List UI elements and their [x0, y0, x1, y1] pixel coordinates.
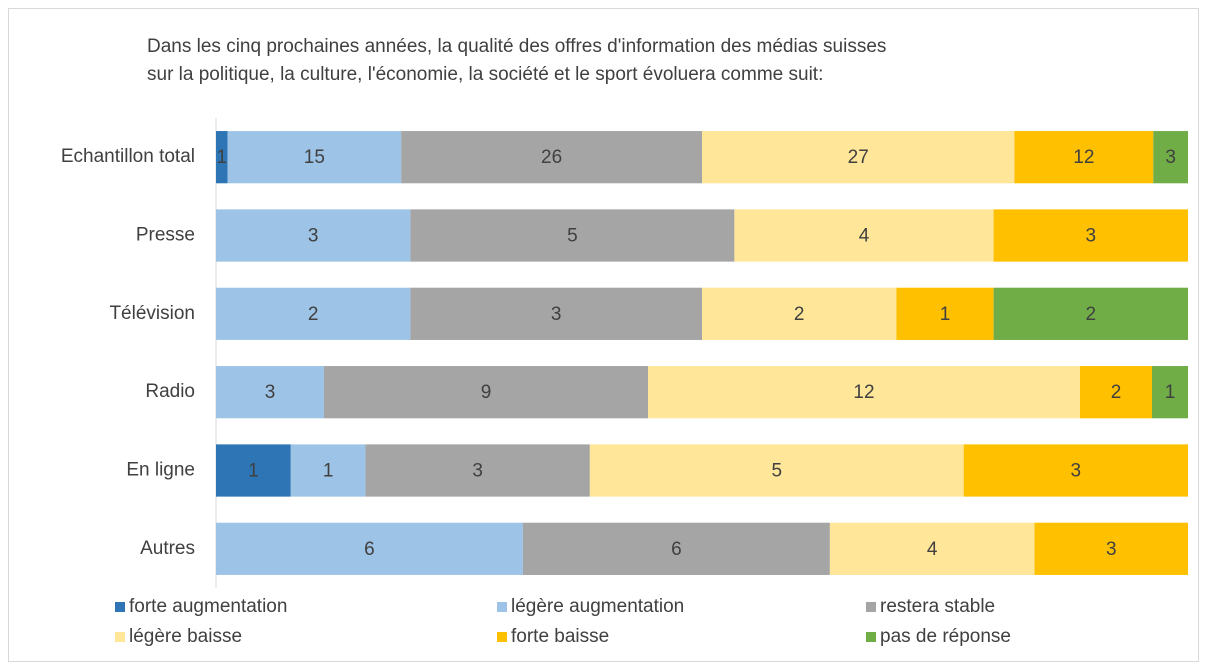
data-label: 5	[771, 461, 782, 482]
bar-segment	[227, 131, 402, 184]
bar-segment	[702, 131, 1015, 184]
bar-segment	[216, 366, 324, 419]
data-label: 26	[541, 147, 562, 168]
data-label: 3	[1086, 226, 1097, 247]
bar-segment	[829, 522, 1035, 575]
data-label: 3	[1165, 147, 1176, 168]
bar-segment	[1080, 366, 1152, 419]
legend-swatch	[497, 632, 507, 642]
data-label: 5	[567, 226, 578, 247]
data-label: 12	[1073, 147, 1094, 168]
bar-segment	[1153, 131, 1188, 184]
data-label: 6	[671, 539, 682, 560]
data-label: 1	[940, 304, 951, 325]
data-label: 2	[1086, 304, 1097, 325]
data-label: 12	[853, 382, 874, 403]
bar-segment	[216, 522, 523, 575]
data-label: 2	[1111, 382, 1122, 403]
bar-segment	[734, 209, 994, 262]
data-label: 27	[848, 147, 869, 168]
bar-segment	[896, 287, 994, 340]
bar-segment	[216, 444, 291, 497]
legend-swatch	[497, 602, 507, 612]
data-label: 3	[1106, 539, 1117, 560]
data-label: 2	[794, 304, 805, 325]
legend-swatch	[866, 632, 876, 642]
data-label: 15	[304, 147, 325, 168]
data-label: 1	[216, 147, 227, 168]
data-label: 4	[927, 539, 938, 560]
legend-label: légère augmentation	[511, 596, 684, 617]
data-label: 2	[308, 304, 319, 325]
data-label: 3	[551, 304, 562, 325]
legend-swatch	[115, 632, 125, 642]
bar-segment	[216, 131, 228, 184]
data-label: 1	[323, 461, 334, 482]
category-label: Echantillon total	[61, 146, 195, 167]
legend-swatch	[115, 602, 125, 612]
data-label: 6	[364, 539, 375, 560]
legend-swatch	[866, 602, 876, 612]
legend-label: forte baisse	[511, 626, 609, 647]
category-label: Radio	[145, 381, 195, 402]
legend-label: forte augmentation	[129, 596, 287, 617]
data-label: 1	[1165, 382, 1176, 403]
data-label: 4	[859, 226, 870, 247]
bar-segment	[702, 287, 897, 340]
data-label: 3	[308, 226, 319, 247]
bar-segment	[648, 366, 1080, 419]
category-label: Presse	[136, 225, 195, 246]
bar-segment	[401, 131, 702, 184]
bar-segment	[410, 287, 702, 340]
bar-segment	[1014, 131, 1154, 184]
bar-segment	[290, 444, 366, 497]
bar-segment	[216, 209, 411, 262]
bar-segment	[993, 209, 1188, 262]
bar-segment	[963, 444, 1188, 497]
bar-segment	[589, 444, 964, 497]
bar-segment	[365, 444, 590, 497]
bar-segment	[410, 209, 735, 262]
bar-segment	[522, 522, 830, 575]
data-label: 3	[265, 382, 276, 403]
category-label: En ligne	[126, 460, 195, 481]
bar-segment	[1034, 522, 1188, 575]
legend-label: légère baisse	[129, 626, 242, 647]
bar-segment	[216, 287, 411, 340]
category-label: Autres	[140, 538, 195, 559]
legend-label: restera stable	[880, 596, 995, 617]
chart-title: sur la politique, la culture, l'économie…	[147, 64, 823, 85]
data-label: 3	[472, 461, 483, 482]
category-label: Télévision	[109, 303, 195, 324]
chart-title: Dans les cinq prochaines années, la qual…	[147, 36, 886, 57]
bar-segment	[1152, 366, 1188, 419]
data-label: 1	[248, 461, 259, 482]
data-label: 9	[481, 382, 492, 403]
data-label: 3	[1071, 461, 1082, 482]
bar-segment	[324, 366, 648, 419]
bar-segment	[993, 287, 1188, 340]
legend-label: pas de réponse	[880, 626, 1011, 647]
